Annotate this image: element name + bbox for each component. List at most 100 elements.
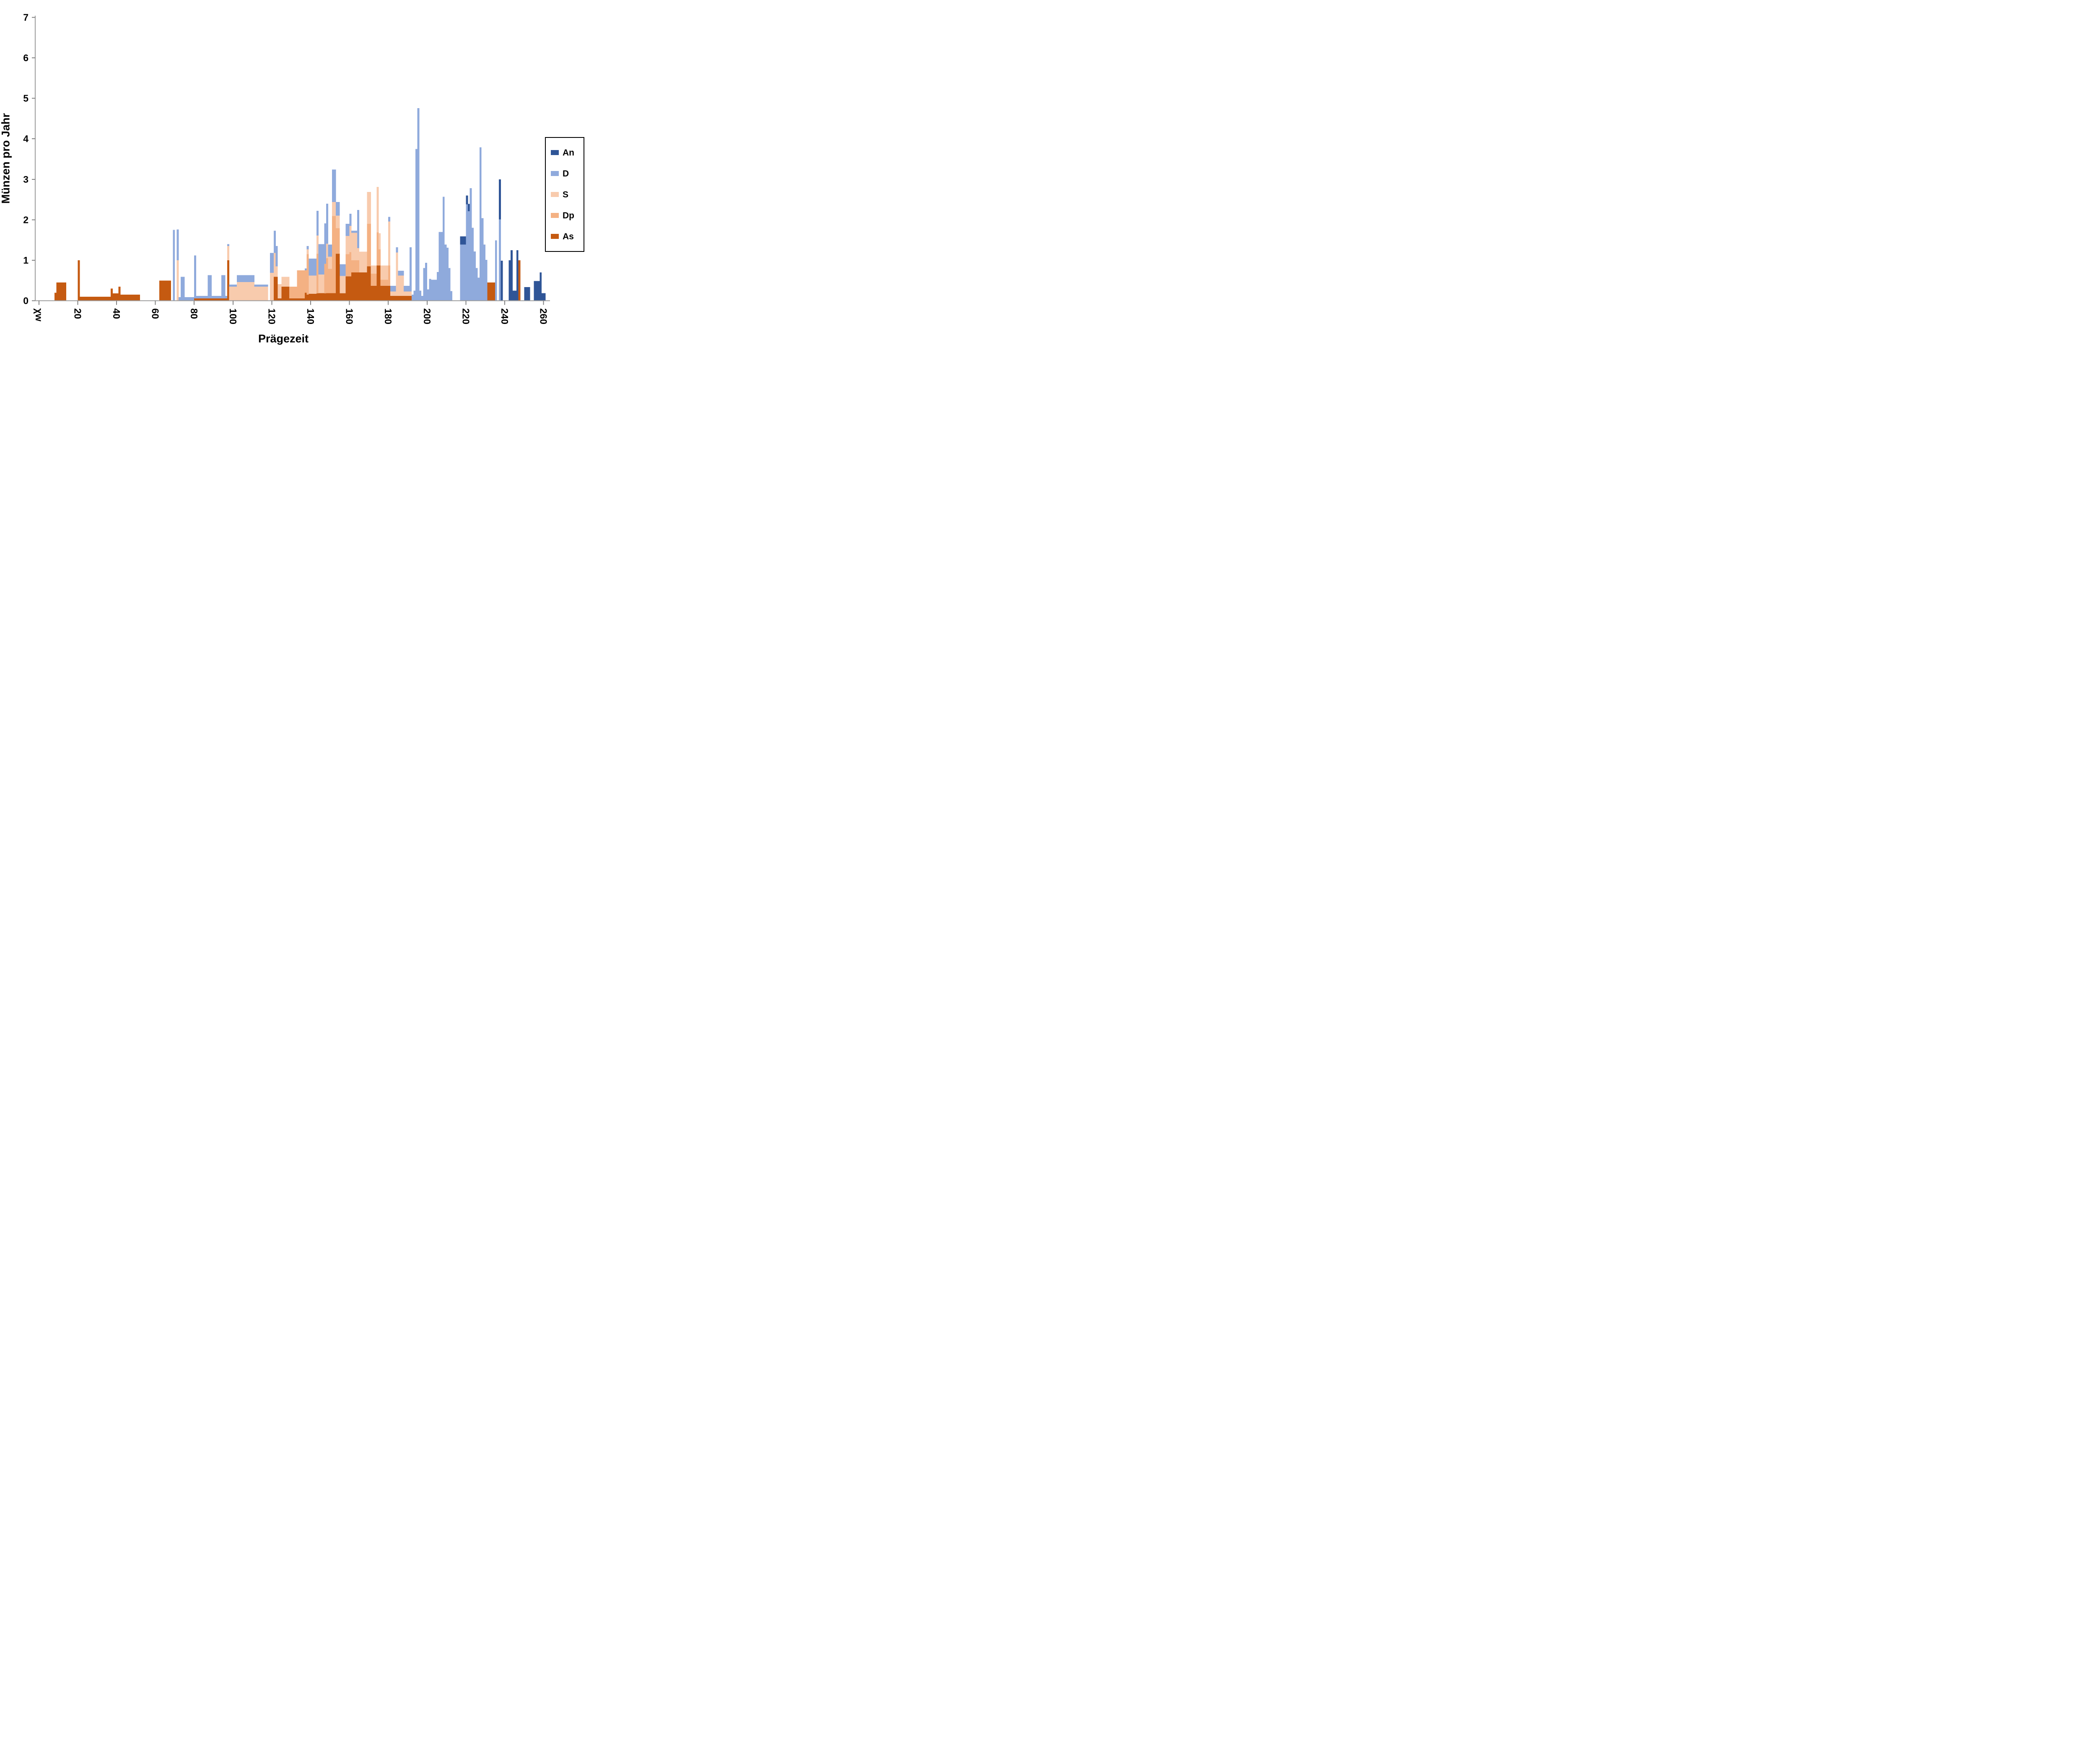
bar-segment-S-173 — [374, 265, 377, 274]
bar-segment-S-154 — [337, 215, 340, 228]
bar-segment-S-183 — [394, 291, 396, 296]
bar-segment-D-182 — [392, 285, 394, 292]
bar-segment-S-153 — [336, 215, 338, 228]
bar-segment-As-140 — [311, 294, 313, 301]
bar-segment-D-101 — [235, 284, 237, 287]
bar-segment-D-103 — [239, 275, 241, 282]
bar-segment-D-228 — [481, 218, 484, 301]
bar-segment-An-252 — [528, 287, 530, 301]
bar-segment-D-226 — [477, 277, 480, 301]
legend-swatch-S — [551, 192, 559, 197]
bar-segment-As-175 — [379, 265, 381, 301]
bar-segment-As-67 — [169, 280, 171, 301]
bar-segment-D-143 — [316, 211, 319, 236]
bar-segment-Dp-164 — [357, 260, 359, 272]
bar-segment-S-103 — [239, 282, 241, 301]
bar-segment-As-97 — [227, 260, 229, 301]
bar-segment-S-121 — [274, 253, 276, 277]
bar-segment-As-39 — [114, 293, 117, 301]
bar-segment-As-165 — [359, 272, 361, 301]
bar-segment-As-123 — [278, 298, 280, 301]
bar-segment-D-188 — [404, 285, 406, 292]
bar-segment-D-204 — [435, 280, 437, 301]
bar-segment-D-156 — [342, 264, 344, 276]
bar-segment-S-172 — [373, 265, 375, 274]
bar-segment-As-13 — [64, 282, 66, 301]
bar-segment-As-12 — [62, 282, 65, 301]
bar-segment-D-105 — [242, 275, 245, 282]
bar-segment-D-208 — [442, 197, 445, 301]
bar-segment-As-34 — [105, 296, 107, 301]
bar-segment-As-166 — [361, 272, 363, 301]
bar-segment-D-206 — [438, 232, 441, 301]
x-tick-label-260: 260 — [538, 308, 549, 324]
bar-segment-S-102 — [237, 282, 239, 301]
bar-segment-D-163 — [355, 231, 358, 233]
bar-segment-Dp-138 — [306, 254, 309, 295]
bar-segment-S-112 — [256, 286, 259, 301]
bar-segment-D-223 — [472, 228, 474, 301]
bar-segment-As-189 — [405, 296, 408, 301]
bar-segment-D-107 — [246, 275, 249, 282]
bar-segment-An-220 — [466, 195, 468, 205]
bar-segment-As-47 — [130, 295, 132, 301]
bar-segment-As-64 — [163, 280, 165, 301]
legend-label-S: S — [563, 189, 569, 199]
bar-segment-As-84 — [202, 298, 204, 301]
bar-segment-D-217 — [460, 244, 462, 301]
bar-segment-D-221 — [468, 211, 470, 301]
bar-segment-As-124 — [279, 298, 282, 301]
bar-segment-As-8 — [54, 293, 57, 301]
bar-segment-S-105 — [242, 282, 245, 301]
bar-segment-S-159 — [347, 236, 350, 254]
bar-segment-As-46 — [128, 295, 130, 301]
bar-segment-Dp-154 — [337, 228, 340, 254]
bar-segment-Dp-163 — [355, 260, 358, 272]
bar-segment-As-37 — [111, 288, 113, 301]
bar-segment-D-78 — [190, 297, 192, 301]
bar-segment-D-148 — [326, 203, 328, 244]
bar-segment-D-79 — [192, 297, 195, 301]
bar-segment-S-109 — [250, 282, 253, 301]
legend-label-As: As — [563, 231, 574, 241]
bar-segment-D-235 — [495, 240, 497, 301]
bar-segment-As-174 — [376, 265, 379, 301]
bar-segment-Dp-130 — [291, 286, 293, 298]
bar-segment-As-149 — [328, 293, 330, 301]
bar-segment-As-144 — [318, 293, 321, 301]
bar-segment-D-194 — [415, 149, 418, 301]
bar-segment-S-191 — [410, 291, 412, 296]
bar-segment-As-135 — [301, 298, 303, 301]
bar-segment-D-183 — [394, 285, 396, 292]
bar-segment-D-75 — [184, 297, 187, 301]
bar-segment-D-122 — [275, 246, 278, 267]
bar-segment-D-144 — [318, 244, 321, 275]
bar-segment-D-189 — [405, 285, 408, 292]
bar-segment-D-88 — [210, 275, 212, 298]
bar-segment-D-198 — [423, 268, 425, 301]
bar-segment-As-190 — [407, 296, 410, 301]
bar-segment-As-40 — [117, 293, 119, 301]
bar-segment-D-158 — [345, 224, 348, 236]
bar-segment-Dp-175 — [379, 249, 381, 266]
bar-segment-Dp-133 — [297, 270, 299, 298]
bar-segment-D-119 — [270, 253, 272, 273]
bar-segment-As-154 — [337, 254, 340, 301]
bar-segment-D-224 — [473, 251, 476, 301]
bar-segment-As-87 — [208, 298, 210, 301]
bar-segment-As-83 — [200, 298, 202, 301]
bar-segment-S-107 — [246, 282, 249, 301]
legend-item-S: S — [551, 190, 584, 199]
legend-item-Dp: Dp — [551, 211, 584, 220]
bar-segment-As-187 — [402, 296, 404, 301]
legend-swatch-Dp — [551, 213, 559, 218]
bar-segment-D-109 — [250, 275, 253, 282]
bar-segment-D-154 — [337, 202, 340, 216]
bar-segment-As-9 — [56, 282, 59, 301]
bar-segment-S-110 — [252, 282, 254, 301]
bar-segment-Dp-153 — [336, 228, 338, 254]
bar-segment-As-151 — [332, 293, 334, 301]
bar-segment-Dp-172 — [373, 273, 375, 286]
bar-segment-As-41 — [118, 286, 121, 301]
bar-segment-As-163 — [355, 272, 358, 301]
